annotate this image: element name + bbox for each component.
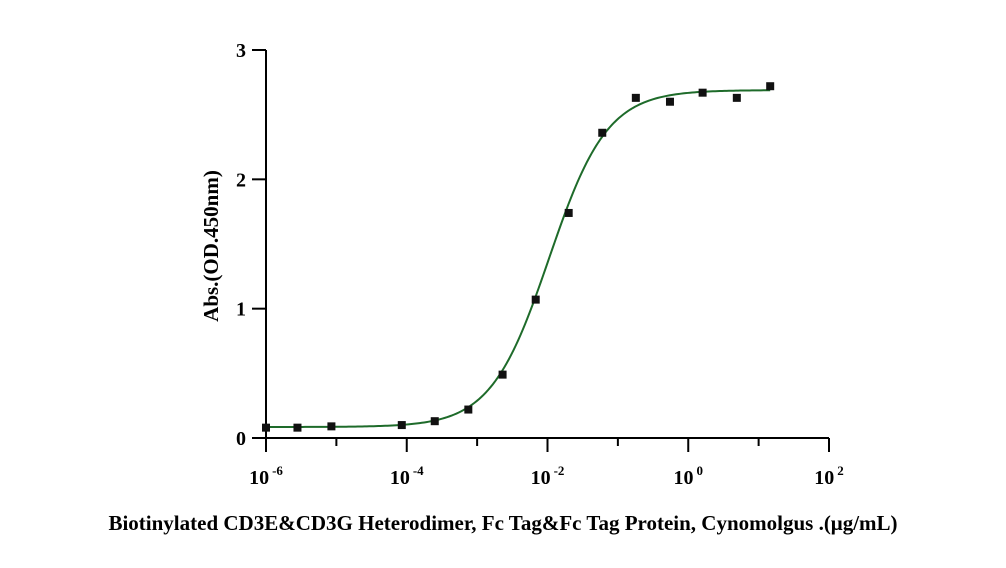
data-point [293,423,302,432]
axes [265,50,829,439]
x-ticks: 10 -6 10 -4 10 -2 10 0 10 2 [249,438,844,489]
data-points [262,82,775,432]
data-point [498,370,507,379]
fit-curve-line [265,89,771,428]
x-tick-label: 10 -2 [531,463,565,489]
x-tick-label: 10 2 [814,463,844,489]
data-point [531,295,540,304]
y-tick-label: 2 [236,169,246,191]
x-tick-label: 10 -4 [390,463,424,489]
x-axis-label: Biotinylated CD3E&CD3G Heterodimer, Fc T… [108,511,897,535]
data-point [430,417,439,426]
y-ticks: 0 1 2 3 [236,40,266,450]
data-point [598,128,607,137]
data-point [262,423,270,432]
y-tick-label: 3 [236,40,246,62]
data-point [631,93,640,102]
data-point [698,88,707,97]
y-axis-label: Abs.(OD.450nm) [199,170,223,322]
data-point [732,93,741,102]
data-point [464,405,473,414]
data-point [397,421,406,430]
y-tick-label: 1 [236,299,246,321]
data-point [665,97,674,106]
x-tick-label: 10 -6 [249,463,283,489]
data-point [327,422,336,431]
data-point [766,82,775,91]
data-point [564,208,573,217]
y-tick-label: 0 [236,428,246,450]
x-tick-label: 10 0 [674,463,704,489]
